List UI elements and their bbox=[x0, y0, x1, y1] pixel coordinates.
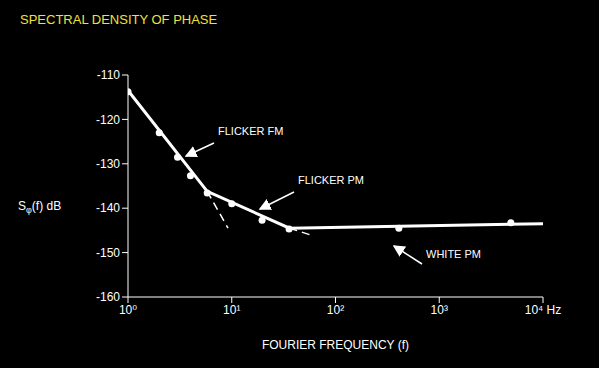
svg-text:10¹: 10¹ bbox=[223, 303, 240, 317]
svg-text:-150: -150 bbox=[96, 246, 120, 260]
svg-text:-130: -130 bbox=[96, 157, 120, 171]
html-text:FOURIER FREQUENCY (f): FOURIER FREQUENCY (f) bbox=[261, 338, 410, 352]
svg-text:FLICKER FM: FLICKER FM bbox=[218, 125, 283, 137]
svg-text:10⁴ Hz: 10⁴ Hz bbox=[525, 303, 562, 317]
svg-text:-160: -160 bbox=[96, 290, 120, 304]
svg-text:-110: -110 bbox=[97, 68, 120, 82]
svg-text:10²: 10² bbox=[327, 303, 344, 317]
svg-text:10⁰: 10⁰ bbox=[119, 303, 137, 317]
svg-text:-120: -120 bbox=[96, 113, 120, 127]
svg-text:WHITE PM: WHITE PM bbox=[426, 248, 481, 260]
html-text:SPECTRAL DENSITY OF PHASE: SPECTRAL DENSITY OF PHASE bbox=[20, 12, 218, 27]
html-text:Sφ(f) dB: Sφ(f) dB bbox=[18, 199, 62, 216]
svg-text:10³: 10³ bbox=[431, 303, 448, 317]
svg-text:FLICKER PM: FLICKER PM bbox=[298, 174, 364, 186]
svg-text:-140: -140 bbox=[96, 201, 120, 215]
